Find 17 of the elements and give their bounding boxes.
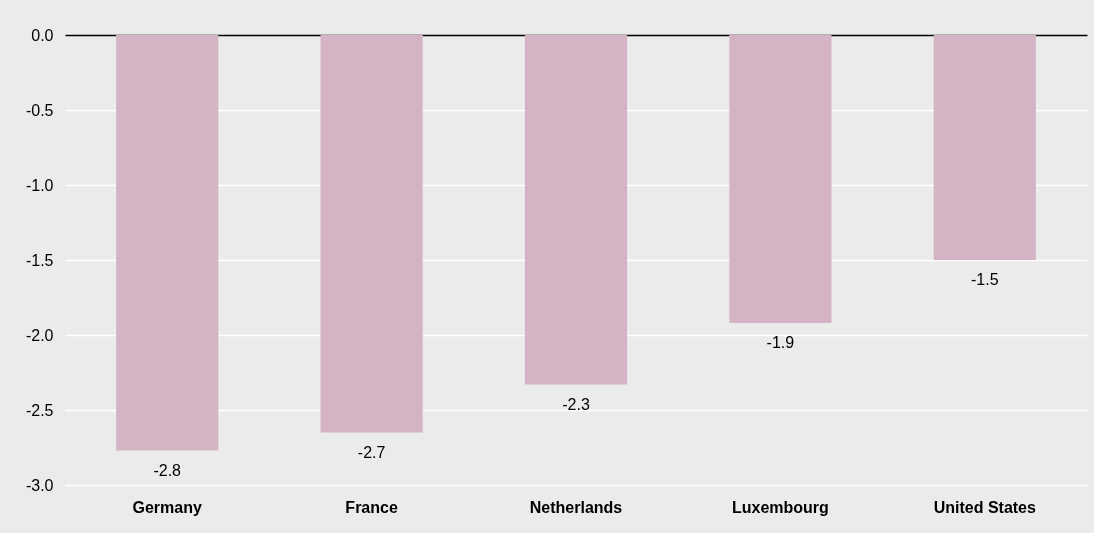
y-tick-label: -2.0: [25, 326, 54, 344]
x-tick-label: Luxembourg: [731, 498, 829, 516]
x-tick-label: United States: [933, 498, 1037, 516]
y-tick-label: -0.5: [25, 101, 54, 119]
y-tick-label: -3.0: [25, 476, 54, 494]
y-tick-label: -2.5: [25, 401, 54, 419]
data-label: -1.9: [766, 334, 795, 351]
x-tick-label: Netherlands: [529, 498, 623, 516]
y-tick-label: 0.0: [31, 26, 54, 44]
data-label: -2.7: [357, 443, 386, 461]
data-label: -1.5: [971, 271, 999, 288]
data-label: -2.8: [153, 461, 182, 479]
y-tick-label: -1.5: [25, 251, 54, 269]
data-label: -2.3: [562, 395, 590, 413]
x-tick-label: France: [345, 498, 398, 516]
x-tick-label: Germany: [132, 498, 202, 516]
y-tick-label: -1.0: [25, 176, 54, 194]
